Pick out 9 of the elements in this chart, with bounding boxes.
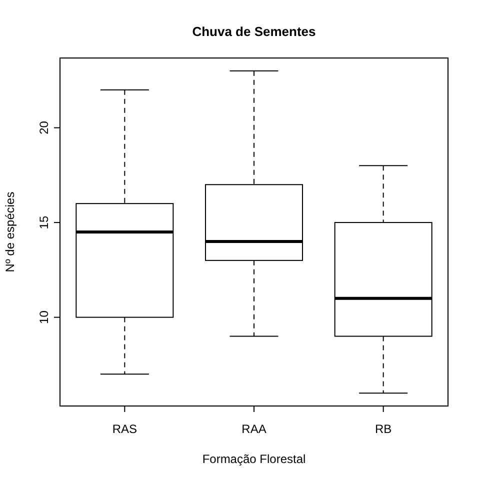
y-tick-label: 10	[37, 310, 51, 324]
y-tick-label: 20	[37, 120, 51, 134]
x-tick-label: RAS	[112, 422, 138, 436]
x-tick-label: RB	[374, 422, 392, 436]
chart-title: Chuva de Sementes	[192, 24, 316, 39]
y-tick-label: 15	[37, 216, 51, 230]
y-axis-title: Nº de espécies	[3, 192, 17, 272]
x-tick-label: RAA	[242, 422, 266, 436]
x-axis-title: Formação Florestal	[202, 452, 306, 466]
